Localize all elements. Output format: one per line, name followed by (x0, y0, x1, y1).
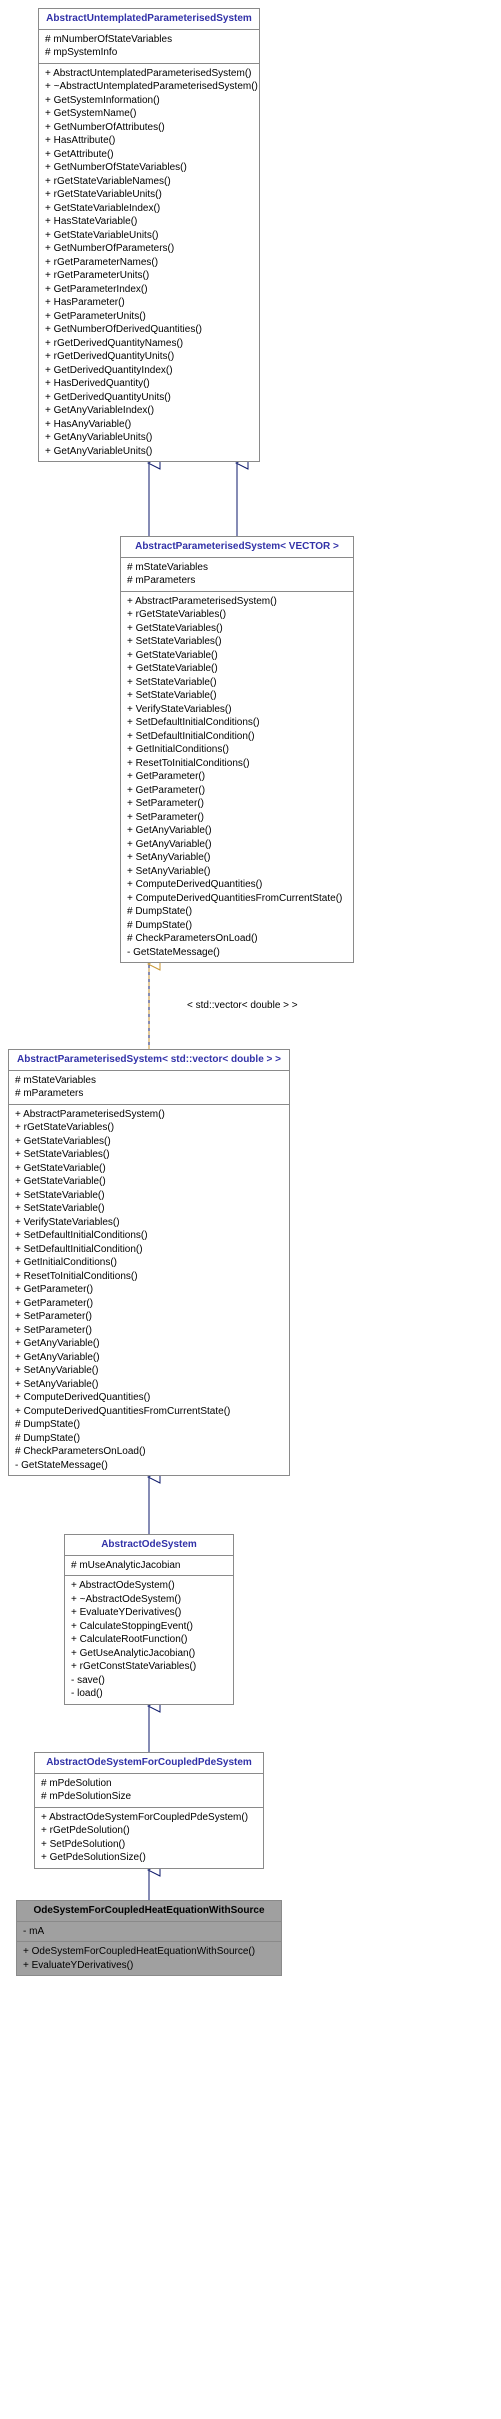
uml-class-c1: AbstractParameterisedSystem< VECTOR > # m… (120, 536, 354, 963)
class-title-link[interactable]: AbstractParameterisedSystem< VECTOR > (135, 541, 339, 552)
class-title: OdeSystemForCoupledHeatEquationWithSourc… (17, 1901, 281, 1922)
class-attributes: # mUseAnalyticJacobian (65, 1556, 233, 1577)
class-attributes: - mA (17, 1922, 281, 1943)
class-title[interactable]: AbstractParameterisedSystem< std::vector… (9, 1050, 289, 1071)
class-attributes: # mStateVariables# mParameters (121, 558, 353, 592)
uml-class-c3: AbstractOdeSystem # mUseAnalyticJacobian+… (64, 1534, 234, 1705)
uml-class-c4: AbstractOdeSystemForCoupledPdeSystem # mP… (34, 1752, 264, 1869)
uml-class-c5: OdeSystemForCoupledHeatEquationWithSourc… (16, 1900, 282, 1976)
class-title[interactable]: AbstractOdeSystem (65, 1535, 233, 1556)
class-title-link[interactable]: AbstractOdeSystemForCoupledPdeSystem (46, 1757, 252, 1768)
uml-class-c2: AbstractParameterisedSystem< std::vector… (8, 1049, 290, 1476)
class-operations: + AbstractOdeSystemForCoupledPdeSystem()… (35, 1808, 263, 1868)
template-binding-label: < std::vector< double > > (187, 1000, 298, 1011)
class-operations: + AbstractOdeSystem()+ ~AbstractOdeSyste… (65, 1576, 233, 1704)
class-title[interactable]: AbstractUntemplatedParameterisedSystem (39, 9, 259, 30)
class-operations: + AbstractUntemplatedParameterisedSystem… (39, 64, 259, 462)
class-title[interactable]: AbstractOdeSystemForCoupledPdeSystem (35, 1753, 263, 1774)
uml-canvas: AbstractUntemplatedParameterisedSystem # … (4, 4, 497, 1984)
class-attributes: # mPdeSolution# mPdeSolutionSize (35, 1774, 263, 1808)
class-operations: + AbstractParameterisedSystem()+ rGetSta… (9, 1105, 289, 1476)
class-attributes: # mNumberOfStateVariables# mpSystemInfo (39, 30, 259, 64)
class-operations: + OdeSystemForCoupledHeatEquationWithSou… (17, 1942, 281, 1975)
uml-class-c0: AbstractUntemplatedParameterisedSystem # … (38, 8, 260, 462)
class-operations: + AbstractParameterisedSystem()+ rGetSta… (121, 592, 353, 963)
class-title-link[interactable]: AbstractParameterisedSystem< std::vector… (17, 1054, 281, 1065)
class-title-link[interactable]: AbstractOdeSystem (101, 1539, 197, 1550)
class-title[interactable]: AbstractParameterisedSystem< VECTOR > (121, 537, 353, 558)
class-title-link[interactable]: AbstractUntemplatedParameterisedSystem (46, 13, 252, 24)
class-attributes: # mStateVariables# mParameters (9, 1071, 289, 1105)
